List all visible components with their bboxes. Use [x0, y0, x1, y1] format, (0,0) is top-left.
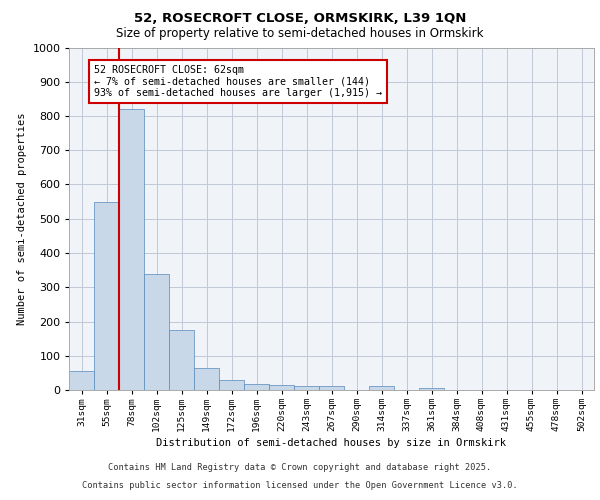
- Bar: [144, 274, 169, 390]
- Bar: [244, 384, 269, 390]
- Bar: [94, 202, 119, 390]
- Bar: [169, 330, 194, 390]
- Y-axis label: Number of semi-detached properties: Number of semi-detached properties: [17, 112, 27, 325]
- X-axis label: Distribution of semi-detached houses by size in Ormskirk: Distribution of semi-detached houses by …: [157, 438, 506, 448]
- Bar: [194, 368, 219, 390]
- Bar: [119, 109, 144, 390]
- Bar: [269, 385, 294, 390]
- Bar: [69, 371, 94, 390]
- Bar: [419, 388, 444, 390]
- Bar: [219, 380, 244, 390]
- Bar: [319, 386, 344, 390]
- Text: 52 ROSECROFT CLOSE: 62sqm
← 7% of semi-detached houses are smaller (144)
93% of : 52 ROSECROFT CLOSE: 62sqm ← 7% of semi-d…: [94, 64, 382, 98]
- Text: Contains public sector information licensed under the Open Government Licence v3: Contains public sector information licen…: [82, 481, 518, 490]
- Bar: [369, 386, 394, 390]
- Text: Contains HM Land Registry data © Crown copyright and database right 2025.: Contains HM Land Registry data © Crown c…: [109, 464, 491, 472]
- Text: 52, ROSECROFT CLOSE, ORMSKIRK, L39 1QN: 52, ROSECROFT CLOSE, ORMSKIRK, L39 1QN: [134, 12, 466, 26]
- Text: Size of property relative to semi-detached houses in Ormskirk: Size of property relative to semi-detach…: [116, 28, 484, 40]
- Bar: [294, 386, 319, 390]
